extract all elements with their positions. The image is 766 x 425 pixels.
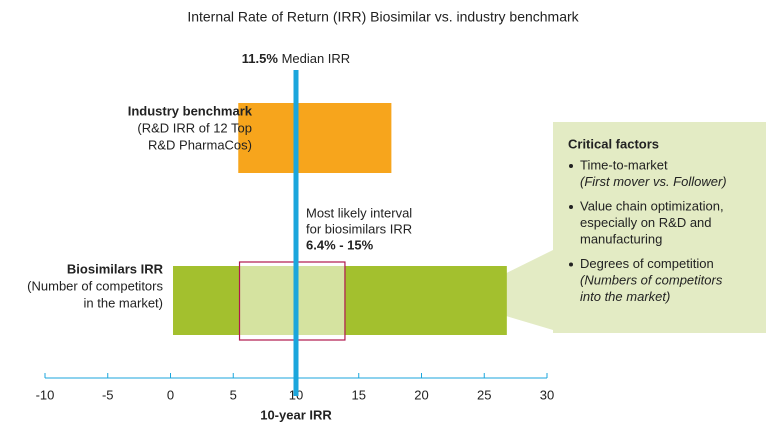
interval-box [238,261,346,341]
x-tick-label: 30 [540,387,554,402]
series-description: (Number of competitors [27,278,163,293]
callout-note: (Numbers of competitors [580,272,723,287]
bullet [569,262,573,267]
series-label: Biosimilars IRR [67,261,164,276]
x-tick-label: 25 [477,387,491,402]
x-tick-label: -10 [36,387,55,402]
interval-label: Most likely interval [306,205,412,220]
x-axis-label: 10-year IRR [260,407,332,422]
interval-label: for biosimilars IRR [306,221,412,236]
series-description: (R&D IRR of 12 Top [137,120,252,135]
callout-note: (First mover vs. Follower) [580,174,727,189]
callout-note: into the market) [580,289,670,304]
range-bar [238,103,392,173]
x-tick-label: 0 [167,387,174,402]
callout-title: Critical factors [568,136,659,151]
callout-item: Time-to-market [580,157,668,172]
interval-range: 6.4% - 15% [306,237,374,252]
x-tick-label: 20 [414,387,428,402]
median-text: Median IRR [282,51,351,66]
series-description: in the market) [84,295,163,310]
callout-item: Value chain optimization, [580,198,724,213]
x-tick-label: 15 [352,387,366,402]
bullet [569,205,573,209]
bullet [569,164,573,168]
x-tick-label: 5 [230,387,237,402]
callout-item: manufacturing [580,231,662,246]
callout-item: Degrees of competition [580,256,714,271]
x-tick-label: -5 [102,387,114,402]
chart-title: Internal Rate of Return (IRR) Biosimilar… [187,9,579,25]
median-value: 11.5% [242,51,279,66]
callout-item: especially on R&D and [580,215,712,230]
median-label: 11.5% Median IRR [242,51,350,66]
series-description: R&D PharmaCos) [148,137,252,152]
series-label: Industry benchmark [128,103,253,118]
callout-box [452,122,766,333]
